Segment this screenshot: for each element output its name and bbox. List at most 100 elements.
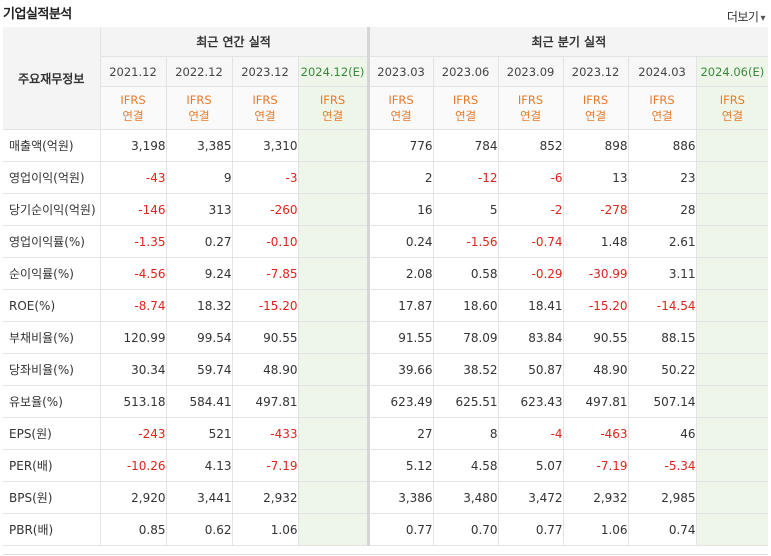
- value-cell: [298, 193, 370, 226]
- ifrs-header: IFRS 연결: [166, 86, 233, 130]
- value-cell: -1.56: [433, 225, 499, 258]
- table-row: PBR(배) 0.85 0.62 1.06 0.77 0.70 0.77 1.06 0.74: [3, 513, 769, 546]
- ifrs-consolidation-label: 연결: [651, 109, 673, 123]
- ifrs-standard-label: IFRS: [186, 93, 212, 107]
- ifrs-standard-label: IFRS: [120, 93, 146, 107]
- value-cell: 8: [433, 417, 499, 450]
- ifrs-consolidation-label: 연결: [584, 109, 607, 123]
- ifrs-consolidation-label: 연결: [321, 109, 344, 123]
- period-header: 2024.06(E): [696, 56, 769, 87]
- value-cell: -4.56: [100, 257, 167, 290]
- ifrs-header: IFRS 연결: [368, 86, 434, 130]
- ifrs-consolidation-label: 연결: [122, 109, 144, 123]
- table-row: 매출액(억원) 3,198 3,385 3,310 776 784 852 898 886: [3, 129, 769, 162]
- value-cell: 46: [628, 417, 697, 450]
- value-cell: 898: [563, 129, 629, 162]
- period-header-row: 2021.12 2022.12 2023.12 2024.12(E) 2023.03 20…: [3, 56, 769, 87]
- value-cell: -0.74: [498, 225, 564, 258]
- chevron-down-icon: ▾: [760, 13, 765, 24]
- table-bottom-divider: [3, 554, 768, 555]
- row-label: 유보율(%): [3, 385, 101, 418]
- value-cell: -260: [232, 193, 299, 226]
- ifrs-consolidation-label: 연결: [254, 109, 276, 123]
- value-cell: 9.24: [166, 257, 233, 290]
- value-cell: 0.27: [166, 225, 233, 258]
- value-cell: [298, 385, 370, 418]
- value-cell: -10.26: [100, 449, 167, 482]
- period-header: 2021.12: [100, 56, 167, 87]
- value-cell: 623.49: [368, 385, 434, 418]
- value-cell: [696, 289, 769, 322]
- value-cell: 0.70: [433, 513, 499, 546]
- value-cell: 1.48: [563, 225, 629, 258]
- value-cell: [696, 193, 769, 226]
- value-cell: [696, 449, 769, 482]
- value-cell: 2,932: [232, 481, 299, 514]
- value-cell: 27: [368, 417, 434, 450]
- value-cell: 0.77: [368, 513, 434, 546]
- value-cell: [298, 353, 370, 386]
- table-body: 매출액(억원) 3,198 3,385 3,310 776 784 852 898 886 영업이…: [3, 129, 769, 546]
- row-label: 영업이익률(%): [3, 225, 101, 258]
- more-link[interactable]: 더보기 ▾: [727, 8, 766, 25]
- value-cell: 3,385: [166, 129, 233, 162]
- value-cell: -0.10: [232, 225, 299, 258]
- value-cell: 91.55: [368, 321, 434, 354]
- value-cell: -146: [100, 193, 167, 226]
- value-cell: [298, 161, 370, 194]
- value-cell: [298, 129, 370, 162]
- value-cell: 313: [166, 193, 233, 226]
- value-cell: 521: [166, 417, 233, 450]
- value-cell: [696, 481, 769, 514]
- value-cell: 2.08: [368, 257, 434, 290]
- value-cell: -463: [563, 417, 629, 450]
- period-header: 2022.12: [166, 56, 233, 87]
- value-cell: 3,198: [100, 129, 167, 162]
- value-cell: [298, 513, 370, 546]
- row-label: EPS(원): [3, 417, 101, 450]
- table-row: 당기순이익(억원) -146 313 -260 16 5 -2 -278 28: [3, 193, 769, 226]
- table-row: 유보율(%) 513.18 584.41 497.81 623.49 625.51 623.…: [3, 385, 769, 418]
- value-cell: 784: [433, 129, 499, 162]
- table-row: PER(배) -10.26 4.13 -7.19 5.12 4.58 5.07 -7.19 -5…: [3, 449, 769, 482]
- value-cell: 39.66: [368, 353, 434, 386]
- value-cell: 0.74: [628, 513, 697, 546]
- value-cell: 0.62: [166, 513, 233, 546]
- value-cell: -278: [563, 193, 629, 226]
- value-cell: 2,920: [100, 481, 167, 514]
- table-row: 부채비율(%) 120.99 99.54 90.55 91.55 78.09 83.84 90…: [3, 321, 769, 354]
- ifrs-standard-label: IFRS: [517, 93, 544, 107]
- period-header: 2023.12: [563, 56, 629, 87]
- value-cell: 852: [498, 129, 564, 162]
- value-cell: -433: [232, 417, 299, 450]
- value-cell: -5.34: [628, 449, 697, 482]
- value-cell: [696, 417, 769, 450]
- value-cell: 50.22: [628, 353, 697, 386]
- row-label: 순이익률(%): [3, 257, 101, 290]
- value-cell: 13: [563, 161, 629, 194]
- value-cell: 59.74: [166, 353, 233, 386]
- table-row: EPS(원) -243 521 -433 27 8 -4 -463 46: [3, 417, 769, 450]
- value-cell: 38.52: [433, 353, 499, 386]
- value-cell: [298, 449, 370, 482]
- value-cell: 5: [433, 193, 499, 226]
- value-cell: -8.74: [100, 289, 167, 322]
- value-cell: 4.13: [166, 449, 233, 482]
- value-cell: -43: [100, 161, 167, 194]
- table-row: ROE(%) -8.74 18.32 -15.20 17.87 18.60 18.41 -15…: [3, 289, 769, 322]
- group-annual-header: 최근 연간 실적: [100, 27, 370, 57]
- value-cell: -1.35: [100, 225, 167, 258]
- value-cell: [696, 225, 769, 258]
- value-cell: 623.43: [498, 385, 564, 418]
- ifrs-consolidation-label: 연결: [390, 109, 412, 123]
- value-cell: 48.90: [563, 353, 629, 386]
- value-cell: 120.99: [100, 321, 167, 354]
- table-row: 순이익률(%) -4.56 9.24 -7.85 2.08 0.58 -0.29 -30.99…: [3, 257, 769, 290]
- ifrs-header: IFRS 연결: [628, 86, 697, 130]
- value-cell: -2: [498, 193, 564, 226]
- ifrs-standard-label: IFRS: [388, 93, 414, 107]
- value-cell: [298, 321, 370, 354]
- value-cell: -7.85: [232, 257, 299, 290]
- value-cell: 886: [628, 129, 697, 162]
- value-cell: -15.20: [232, 289, 299, 322]
